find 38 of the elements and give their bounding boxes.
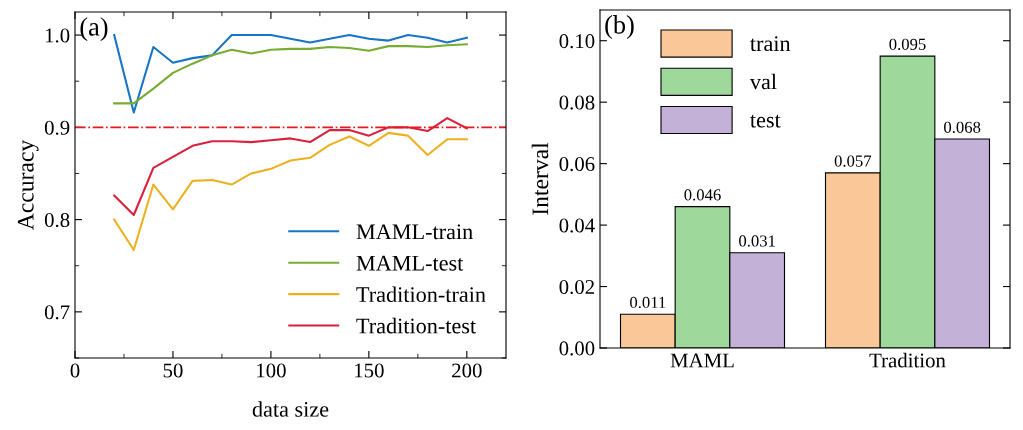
y-tick-label: 0.04 [559, 218, 595, 233]
legend-label: test [750, 114, 781, 128]
data-label: 0.068 [944, 121, 981, 133]
y-tick-label: 0.08 [559, 95, 595, 110]
legend-label: val [749, 73, 777, 90]
y-tick-label: 0.06 [559, 157, 595, 172]
annotation: (b) [605, 15, 634, 39]
x-tick-label: 150 [355, 363, 384, 378]
x-axis-title: data size [252, 401, 329, 417]
legend-label: Tradition-test [356, 317, 477, 334]
y-tick-label: 0.8 [44, 212, 70, 228]
data-label: 0.031 [739, 235, 775, 247]
y-tick-label: 0.9 [44, 120, 70, 135]
x-tick-label: 200 [452, 363, 482, 378]
x-tick-label: 100 [257, 363, 286, 378]
x-tick-label: 0 [70, 363, 80, 378]
legend-label: MAML-train [356, 224, 473, 240]
y-tick-label: 0.10 [559, 34, 595, 49]
data-label: 0.095 [889, 38, 926, 50]
data-label: 0.057 [834, 155, 872, 167]
y-tick-label: 0.02 [559, 279, 594, 295]
line-series [113, 117, 468, 217]
x-tick-label: MAML [670, 353, 734, 368]
y-tick-label: 0.00 [559, 341, 595, 356]
x-tick-label: Tradition [869, 352, 946, 368]
legend-label: train [750, 36, 791, 52]
y-axis-title: Interval [531, 142, 549, 215]
data-label: 0.011 [630, 296, 666, 309]
y-axis-title: Accuracy [17, 139, 39, 230]
legend-label: Tradition-train [356, 286, 486, 303]
x-tick-label: 50 [163, 363, 183, 378]
legend-label: MAML-test [356, 255, 464, 271]
y-tick-label: 0.7 [44, 305, 70, 320]
line-series [113, 34, 468, 114]
y-tick-label: 1.0 [45, 28, 70, 43]
data-label: 0.046 [684, 189, 721, 201]
annotation: (a) [80, 17, 108, 42]
line-series [113, 43, 468, 105]
